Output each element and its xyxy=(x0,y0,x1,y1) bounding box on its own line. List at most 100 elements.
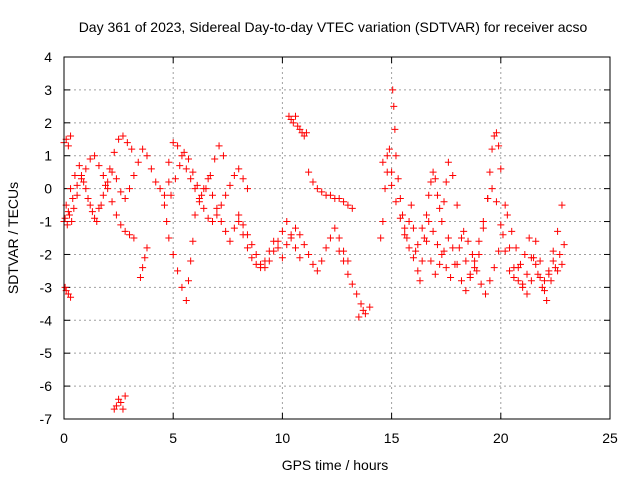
data-point xyxy=(409,224,417,232)
data-point xyxy=(560,241,568,249)
data-point xyxy=(117,188,125,196)
data-point xyxy=(492,129,500,137)
data-point xyxy=(209,218,217,226)
data-point xyxy=(167,191,175,199)
data-point xyxy=(438,218,446,226)
data-point xyxy=(292,244,300,252)
data-point xyxy=(239,175,247,183)
data-point xyxy=(252,260,260,268)
data-point xyxy=(261,257,269,265)
data-point xyxy=(296,254,304,262)
data-point xyxy=(549,247,557,255)
data-point xyxy=(495,247,503,255)
data-point xyxy=(200,185,208,193)
data-point xyxy=(523,290,531,298)
x-tick-label: 20 xyxy=(493,430,509,446)
x-tick-label: 15 xyxy=(384,430,400,446)
data-point xyxy=(525,234,533,242)
data-point xyxy=(235,218,243,226)
data-point xyxy=(547,277,555,285)
data-point xyxy=(91,214,99,222)
data-point xyxy=(532,237,540,245)
data-point xyxy=(174,267,182,275)
data-point xyxy=(235,165,243,173)
data-point xyxy=(318,257,326,265)
data-point xyxy=(67,132,75,140)
data-point xyxy=(391,125,399,133)
data-point xyxy=(348,204,356,212)
data-point xyxy=(292,112,300,120)
data-point xyxy=(176,162,184,170)
data-point xyxy=(488,185,496,193)
data-point xyxy=(119,405,127,413)
data-point xyxy=(486,168,494,176)
data-point xyxy=(418,257,426,265)
data-point xyxy=(126,185,134,193)
data-point xyxy=(77,171,85,179)
data-point xyxy=(309,260,317,268)
data-point xyxy=(396,214,404,222)
data-point xyxy=(61,214,69,222)
data-point xyxy=(108,168,116,176)
data-point xyxy=(108,198,116,206)
data-point xyxy=(433,241,441,249)
data-point xyxy=(265,247,273,255)
data-point xyxy=(165,158,173,166)
data-point xyxy=(429,168,437,176)
data-point xyxy=(226,237,234,245)
data-point xyxy=(99,171,107,179)
data-point xyxy=(296,231,304,239)
data-point xyxy=(69,195,77,203)
data-point xyxy=(174,142,182,150)
data-point xyxy=(121,392,129,400)
data-point xyxy=(457,234,465,242)
data-point xyxy=(67,185,75,193)
data-point xyxy=(453,201,461,209)
data-point xyxy=(514,277,522,285)
data-point xyxy=(139,145,147,153)
data-point xyxy=(82,185,90,193)
data-point xyxy=(252,250,260,258)
data-point xyxy=(80,178,88,186)
data-point xyxy=(475,237,483,245)
data-point xyxy=(139,264,147,272)
data-point xyxy=(165,178,173,186)
data-point xyxy=(503,211,511,219)
y-tick-labels: 4 3 2 1 0 -1 -2 -3 -4 -5 -6 -7 xyxy=(40,49,53,427)
data-point xyxy=(340,257,348,265)
data-point xyxy=(488,145,496,153)
x-tick-label: 5 xyxy=(169,430,177,446)
data-point xyxy=(169,250,177,258)
data-point xyxy=(549,257,557,265)
data-point xyxy=(130,171,138,179)
data-point xyxy=(71,171,79,179)
data-point xyxy=(136,273,144,281)
data-point xyxy=(73,181,81,189)
data-point xyxy=(495,142,503,150)
data-point xyxy=(171,175,179,183)
data-point xyxy=(198,191,206,199)
data-point xyxy=(516,260,524,268)
data-point xyxy=(335,195,343,203)
data-point xyxy=(230,171,238,179)
y-tick-label: 2 xyxy=(44,115,52,131)
data-point xyxy=(134,158,142,166)
y-tick-label: -4 xyxy=(40,312,53,328)
data-point xyxy=(416,277,424,285)
data-point xyxy=(412,247,420,255)
data-point xyxy=(440,198,448,206)
data-point xyxy=(213,204,221,212)
data-point xyxy=(394,175,402,183)
data-point xyxy=(523,270,531,278)
data-point xyxy=(104,178,112,186)
data-point xyxy=(355,313,363,321)
data-point xyxy=(112,211,120,219)
data-point xyxy=(462,287,470,295)
data-point xyxy=(527,277,535,285)
data-point xyxy=(414,267,422,275)
data-point xyxy=(468,250,476,258)
data-point xyxy=(318,188,326,196)
data-point xyxy=(182,297,190,305)
data-point xyxy=(335,247,343,255)
data-point xyxy=(532,260,540,268)
